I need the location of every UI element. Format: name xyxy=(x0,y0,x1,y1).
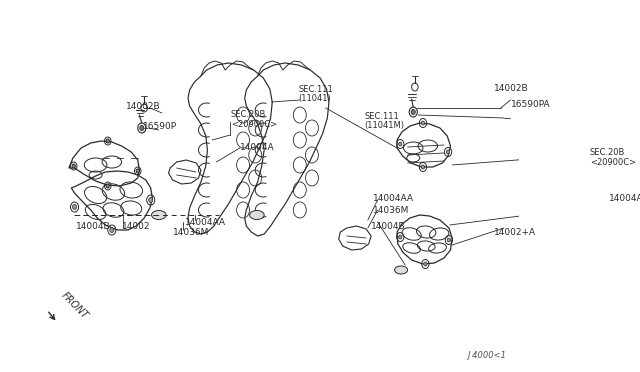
Text: 14004B: 14004B xyxy=(76,222,111,231)
Text: (11041): (11041) xyxy=(298,94,331,103)
Circle shape xyxy=(110,228,114,232)
Circle shape xyxy=(399,142,402,146)
Circle shape xyxy=(72,205,77,209)
Circle shape xyxy=(136,169,140,173)
Circle shape xyxy=(421,165,424,169)
Ellipse shape xyxy=(250,211,264,219)
Text: 14002: 14002 xyxy=(122,222,150,231)
Text: 14002B: 14002B xyxy=(494,84,529,93)
Text: 14036M: 14036M xyxy=(372,206,409,215)
Ellipse shape xyxy=(395,266,408,274)
Text: SEC.20B: SEC.20B xyxy=(590,148,625,157)
Circle shape xyxy=(106,184,109,188)
Text: <20900C>: <20900C> xyxy=(590,158,636,167)
Text: <20900C>: <20900C> xyxy=(231,120,277,129)
Text: SEC.111: SEC.111 xyxy=(298,85,333,94)
Text: (11041M): (11041M) xyxy=(365,121,404,130)
Circle shape xyxy=(412,109,415,115)
Text: 14002+A: 14002+A xyxy=(494,228,536,237)
Text: 16590P: 16590P xyxy=(143,122,177,131)
Circle shape xyxy=(140,125,144,131)
Text: SEC.111: SEC.111 xyxy=(365,112,399,121)
Text: 14004A: 14004A xyxy=(240,143,275,152)
Circle shape xyxy=(447,238,451,242)
Circle shape xyxy=(72,164,76,168)
Text: FRONT: FRONT xyxy=(60,290,90,321)
Text: 14002B: 14002B xyxy=(125,102,160,111)
Circle shape xyxy=(399,235,402,239)
Text: 14004AA: 14004AA xyxy=(372,194,413,203)
Text: 14004AA: 14004AA xyxy=(185,218,226,227)
Text: J 4000<1: J 4000<1 xyxy=(467,351,506,360)
Text: 16590PA: 16590PA xyxy=(511,100,550,109)
Circle shape xyxy=(148,198,153,202)
Circle shape xyxy=(106,139,109,143)
Text: SEC.20B: SEC.20B xyxy=(231,110,266,119)
Circle shape xyxy=(421,121,424,125)
Circle shape xyxy=(424,262,427,266)
Text: 14004B: 14004B xyxy=(371,222,406,231)
Ellipse shape xyxy=(152,211,166,219)
Text: 14004A: 14004A xyxy=(609,194,640,203)
Text: 14036M: 14036M xyxy=(173,228,210,237)
Circle shape xyxy=(447,150,450,154)
